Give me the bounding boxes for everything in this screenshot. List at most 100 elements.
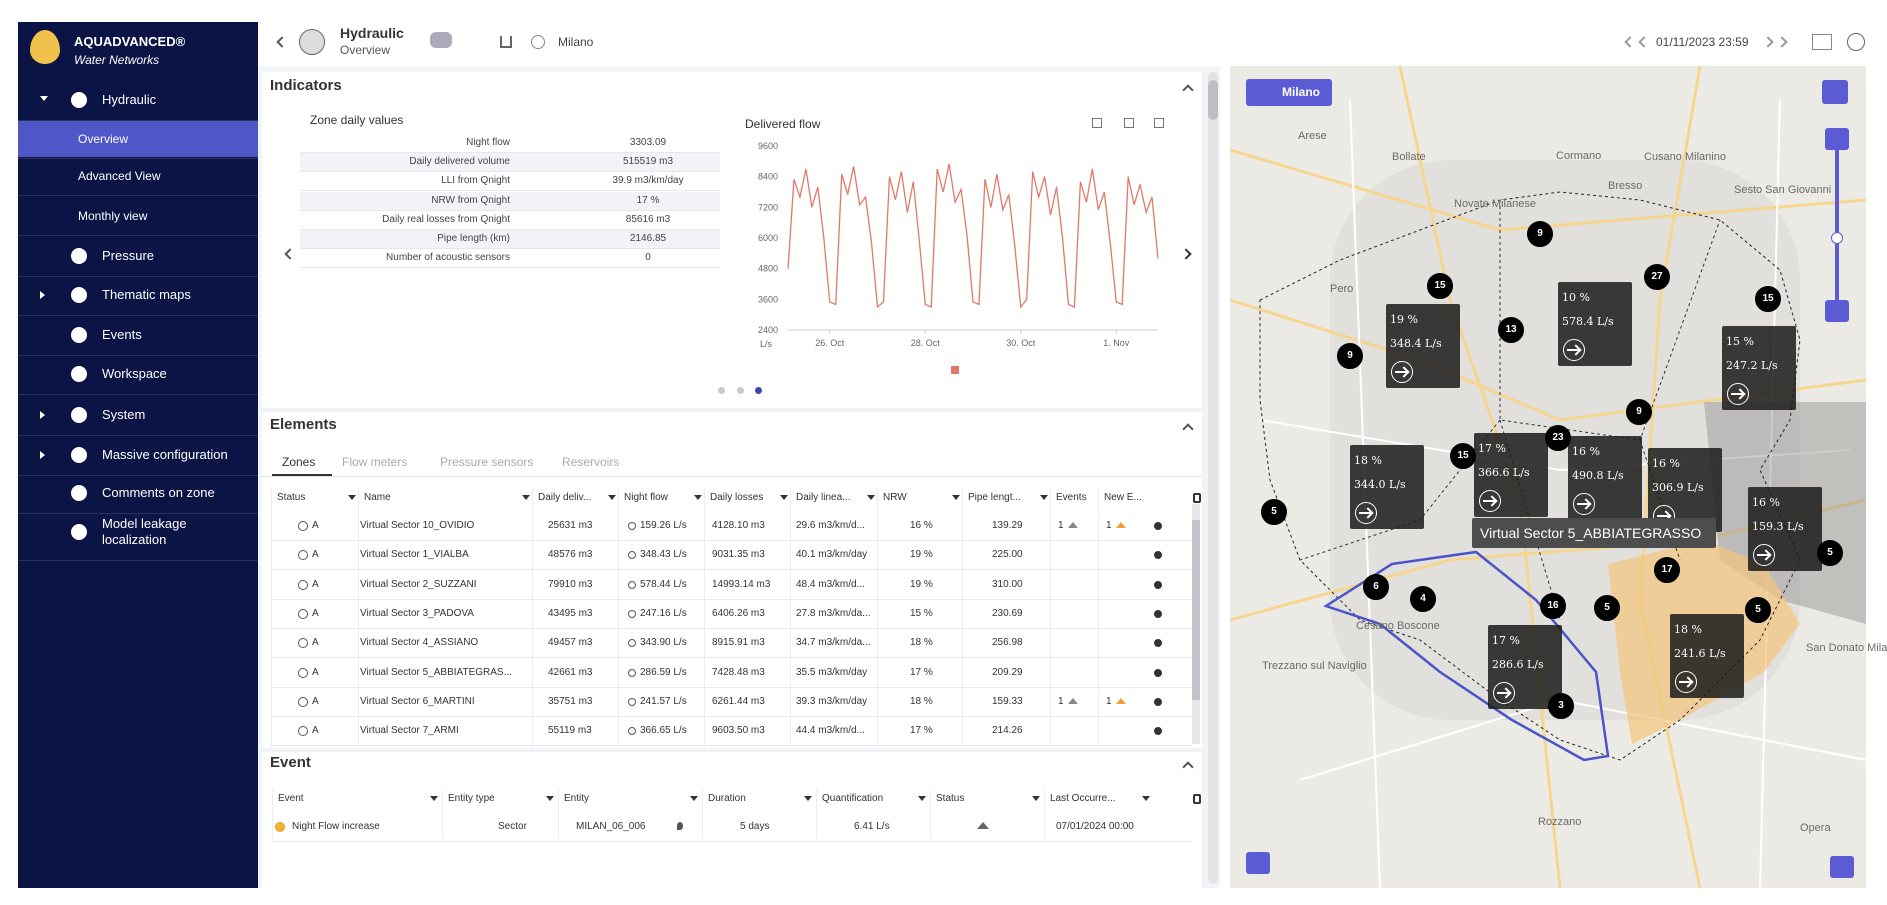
menu-item[interactable]: System	[102, 407, 146, 422]
column-divider	[272, 789, 273, 839]
cluster-count[interactable]: 5	[1755, 604, 1761, 615]
zone-name[interactable]: Virtual Sector 4_ASSIANO	[360, 637, 479, 649]
chart-tool[interactable]	[1154, 118, 1164, 128]
menu-separator	[18, 560, 258, 561]
row-rule	[272, 569, 1192, 571]
cluster-count[interactable]: 27	[1651, 271, 1663, 282]
column-settings[interactable]	[1193, 493, 1201, 503]
cell: 366.65 L/s	[640, 725, 687, 737]
tab[interactable]: Flow meters	[342, 455, 408, 469]
tooltip-bg	[1472, 518, 1716, 548]
zoom-out[interactable]	[1825, 300, 1849, 322]
zone-name[interactable]: Virtual Sector 10_OVIDIO	[360, 520, 475, 531]
cluster-count[interactable]: 9	[1537, 228, 1543, 239]
menu-item[interactable]: Thematic maps	[102, 287, 191, 302]
tab[interactable]: Reservoirs	[562, 455, 620, 469]
status-dot	[298, 521, 308, 531]
zone-row	[300, 134, 720, 153]
map-home-label[interactable]: Milano	[1282, 85, 1320, 99]
cluster-count[interactable]: 15	[1457, 450, 1469, 461]
place-label: Bresso	[1608, 180, 1643, 192]
x-tick-label: 30. Oct	[1006, 338, 1036, 348]
cluster-count[interactable]: 6	[1373, 581, 1379, 592]
cluster-count[interactable]: 15	[1762, 293, 1774, 304]
submenu-item[interactable]: Overview	[78, 132, 129, 146]
cell: 1	[1106, 520, 1112, 531]
cluster-count[interactable]: 5	[1604, 602, 1610, 613]
y-tick-label: 7200	[758, 202, 778, 212]
cell: 225.00	[992, 549, 1023, 561]
cluster-count[interactable]: 13	[1505, 324, 1517, 335]
menu-separator	[18, 158, 258, 159]
column-header: Pipe lengt...	[968, 492, 1021, 503]
cell: 19 %	[910, 578, 933, 590]
cluster-count[interactable]: 23	[1552, 432, 1564, 443]
chart: 2400 3600 4800 6000 7200 8400 9600 26. Oct 28. O…	[758, 141, 1159, 374]
cluster	[1527, 221, 1553, 247]
zone-name[interactable]: Virtual Sector 7_ARMI	[360, 725, 459, 737]
cluster-count[interactable]: 16	[1547, 600, 1559, 611]
menu-item[interactable]: Events	[102, 327, 142, 342]
tab[interactable]: Pressure sensors	[440, 455, 534, 469]
zoom-in[interactable]	[1825, 128, 1849, 150]
map-info[interactable]	[1246, 852, 1270, 874]
table-scroll-thumb[interactable]	[1192, 520, 1200, 700]
menu-item[interactable]: Hydraulic	[102, 92, 157, 107]
zone-name[interactable]: Virtual Sector 1_VIALBA	[360, 549, 469, 561]
zone-label: Pipe length (km)	[437, 233, 510, 244]
zone-name[interactable]: Virtual Sector 5_ABBIATEGRAS...	[360, 666, 512, 678]
tree-icon	[500, 36, 512, 48]
chart-tool[interactable]	[1124, 118, 1134, 128]
zone-row	[300, 210, 720, 230]
column-settings[interactable]	[1193, 794, 1201, 804]
menu-item[interactable]: Model leakage localization	[102, 516, 187, 547]
event-name[interactable]: Night Flow increase	[292, 821, 380, 832]
row-settings	[1154, 668, 1162, 677]
cell: 48.4 m3/km/d...	[796, 578, 865, 590]
sector-nrw: 16 %	[1652, 457, 1680, 470]
carousel-dot[interactable]	[737, 387, 744, 394]
cluster	[1548, 693, 1574, 719]
zone-name[interactable]: Virtual Sector 6_MARTINI	[360, 695, 475, 707]
cell: 230.69	[992, 607, 1023, 619]
submenu-item[interactable]: Monthly view	[78, 209, 148, 223]
brand: AQUADVANCED®	[74, 34, 186, 49]
map-info[interactable]	[1830, 856, 1854, 878]
column-filter	[804, 796, 812, 801]
cluster-count[interactable]: 5	[1827, 547, 1833, 558]
menu-item[interactable]: Comments on zone	[102, 485, 215, 500]
row-rule	[272, 540, 1192, 541]
chart-tool[interactable]	[1092, 118, 1102, 128]
sector-flow: 159.3 L/s	[1752, 520, 1804, 533]
carousel-dot[interactable]	[718, 387, 725, 394]
cluster-count[interactable]: 9	[1636, 406, 1642, 417]
scroll-thumb[interactable]	[1208, 80, 1218, 120]
tab[interactable]: Zones	[282, 455, 316, 469]
column-divider	[558, 789, 559, 839]
column-header: New E...	[1104, 492, 1142, 503]
layers-button[interactable]	[1822, 80, 1848, 104]
cell: 6261.44 m3	[712, 695, 765, 707]
cluster-count[interactable]: 17	[1661, 564, 1673, 575]
cluster-count[interactable]: 4	[1420, 593, 1426, 604]
menu-item[interactable]: Pressure	[102, 248, 155, 263]
menu-separator	[18, 513, 258, 514]
menu-item[interactable]: Massive configuration	[102, 447, 228, 462]
cluster-count[interactable]: 5	[1271, 506, 1277, 517]
zone-name[interactable]: Virtual Sector 2_SUZZANI	[360, 578, 477, 590]
sector-arrow	[1395, 371, 1408, 373]
cluster-count[interactable]: 3	[1558, 700, 1564, 711]
cluster-count[interactable]: 15	[1434, 280, 1446, 291]
cluster	[1644, 264, 1670, 290]
sector-arrow	[1657, 515, 1670, 517]
carousel-dot[interactable]	[755, 387, 762, 394]
cluster-count[interactable]: 9	[1347, 350, 1353, 361]
elements-card	[262, 412, 1202, 748]
row-settings	[1154, 580, 1162, 589]
map-home-button[interactable]	[1246, 79, 1332, 106]
menu-item[interactable]: Workspace	[102, 366, 167, 381]
event-warning	[1116, 697, 1126, 704]
zone-name[interactable]: Virtual Sector 3_PADOVA	[360, 607, 474, 619]
submenu-item[interactable]: Advanced View	[78, 169, 161, 183]
column-divider	[1050, 488, 1051, 748]
